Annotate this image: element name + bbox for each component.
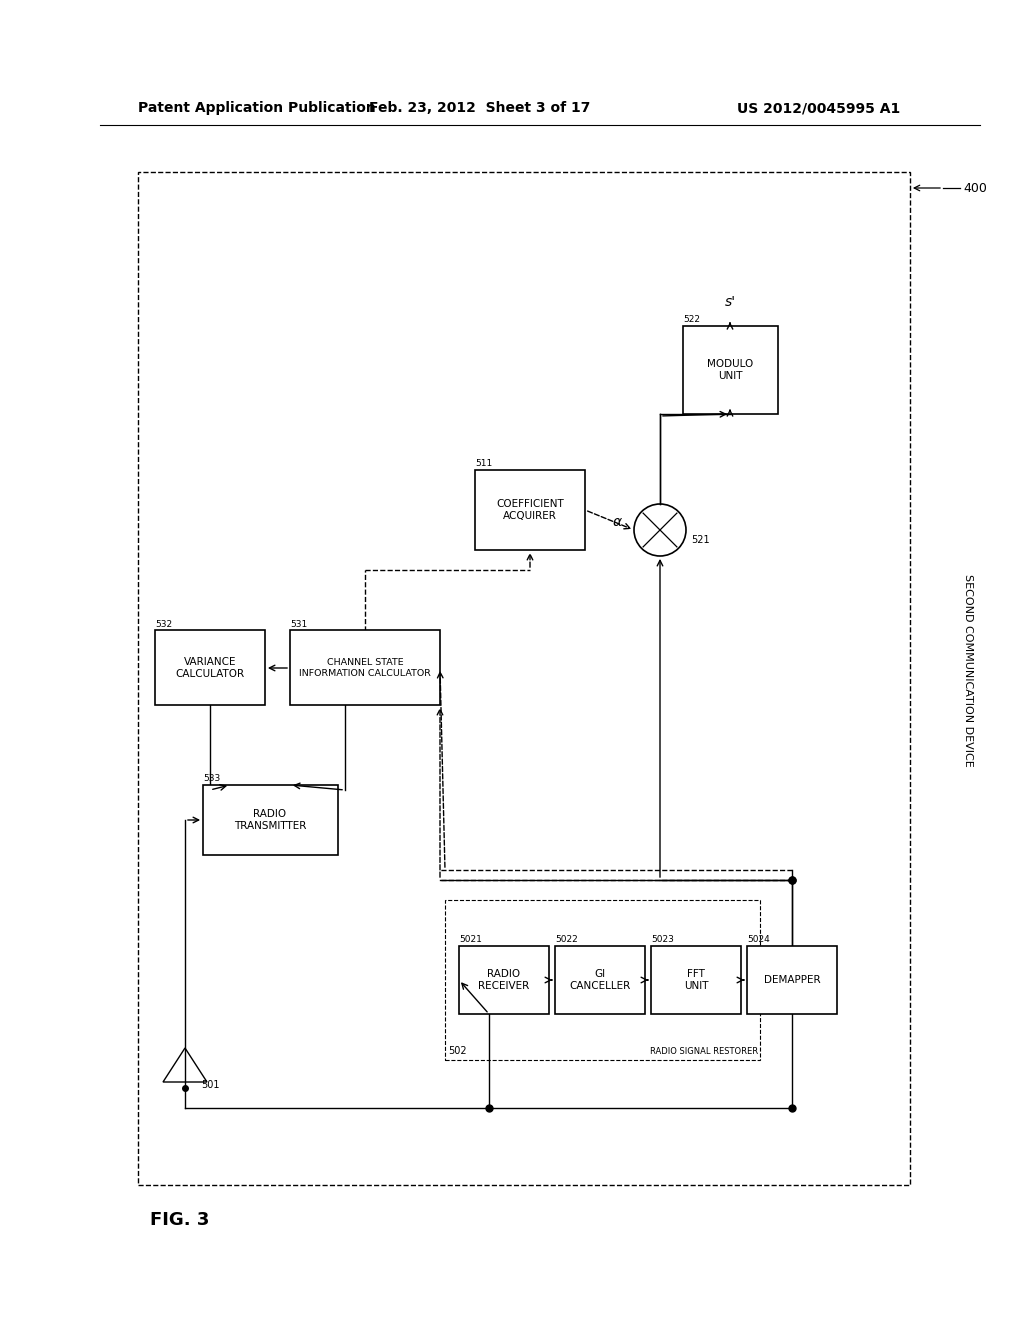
Bar (445, 900, 760, 1060)
Text: 502: 502 (449, 1045, 467, 1056)
Text: CHANNEL STATE
INFORMATION CALCULATOR: CHANNEL STATE INFORMATION CALCULATOR (299, 659, 431, 677)
Text: DEMAPPER: DEMAPPER (764, 975, 820, 985)
Bar (155, 630, 265, 705)
Text: VARIANCE
CALCULATOR: VARIANCE CALCULATOR (175, 657, 245, 678)
Text: SECOND COMMUNICATION DEVICE: SECOND COMMUNICATION DEVICE (963, 574, 973, 767)
Bar (203, 785, 338, 855)
Text: RADIO
RECEIVER: RADIO RECEIVER (478, 969, 529, 991)
Text: 511: 511 (475, 459, 493, 469)
Text: RADIO SIGNAL RESTORER: RADIO SIGNAL RESTORER (650, 1047, 758, 1056)
Text: Patent Application Publication: Patent Application Publication (138, 102, 376, 115)
Bar (746, 946, 837, 1014)
Text: FFT
UNIT: FFT UNIT (684, 969, 709, 991)
Bar (651, 946, 741, 1014)
Text: RADIO
TRANSMITTER: RADIO TRANSMITTER (233, 809, 306, 830)
Text: 531: 531 (290, 620, 307, 630)
Text: α: α (613, 515, 622, 529)
Text: 5023: 5023 (651, 935, 674, 944)
Text: 5021: 5021 (459, 935, 482, 944)
Text: 532: 532 (155, 620, 172, 630)
Text: GI
CANCELLER: GI CANCELLER (569, 969, 631, 991)
Text: 501: 501 (201, 1080, 219, 1090)
Bar (683, 326, 778, 414)
Text: COEFFICIENT
ACQUIRER: COEFFICIENT ACQUIRER (496, 499, 564, 521)
Text: 533: 533 (203, 774, 220, 783)
Text: Feb. 23, 2012  Sheet 3 of 17: Feb. 23, 2012 Sheet 3 of 17 (370, 102, 591, 115)
Bar (138, 172, 910, 1185)
Text: US 2012/0045995 A1: US 2012/0045995 A1 (736, 102, 900, 115)
Bar (555, 946, 645, 1014)
Bar (290, 630, 440, 705)
Text: s': s' (724, 294, 735, 309)
Text: MODULO
UNIT: MODULO UNIT (707, 359, 753, 380)
Text: 400: 400 (963, 181, 987, 194)
Text: 521: 521 (691, 535, 710, 545)
Text: 522: 522 (683, 315, 700, 323)
Bar (459, 946, 549, 1014)
Bar (475, 470, 585, 550)
Text: 5024: 5024 (746, 935, 770, 944)
Text: 5022: 5022 (555, 935, 578, 944)
Text: FIG. 3: FIG. 3 (150, 1210, 209, 1229)
